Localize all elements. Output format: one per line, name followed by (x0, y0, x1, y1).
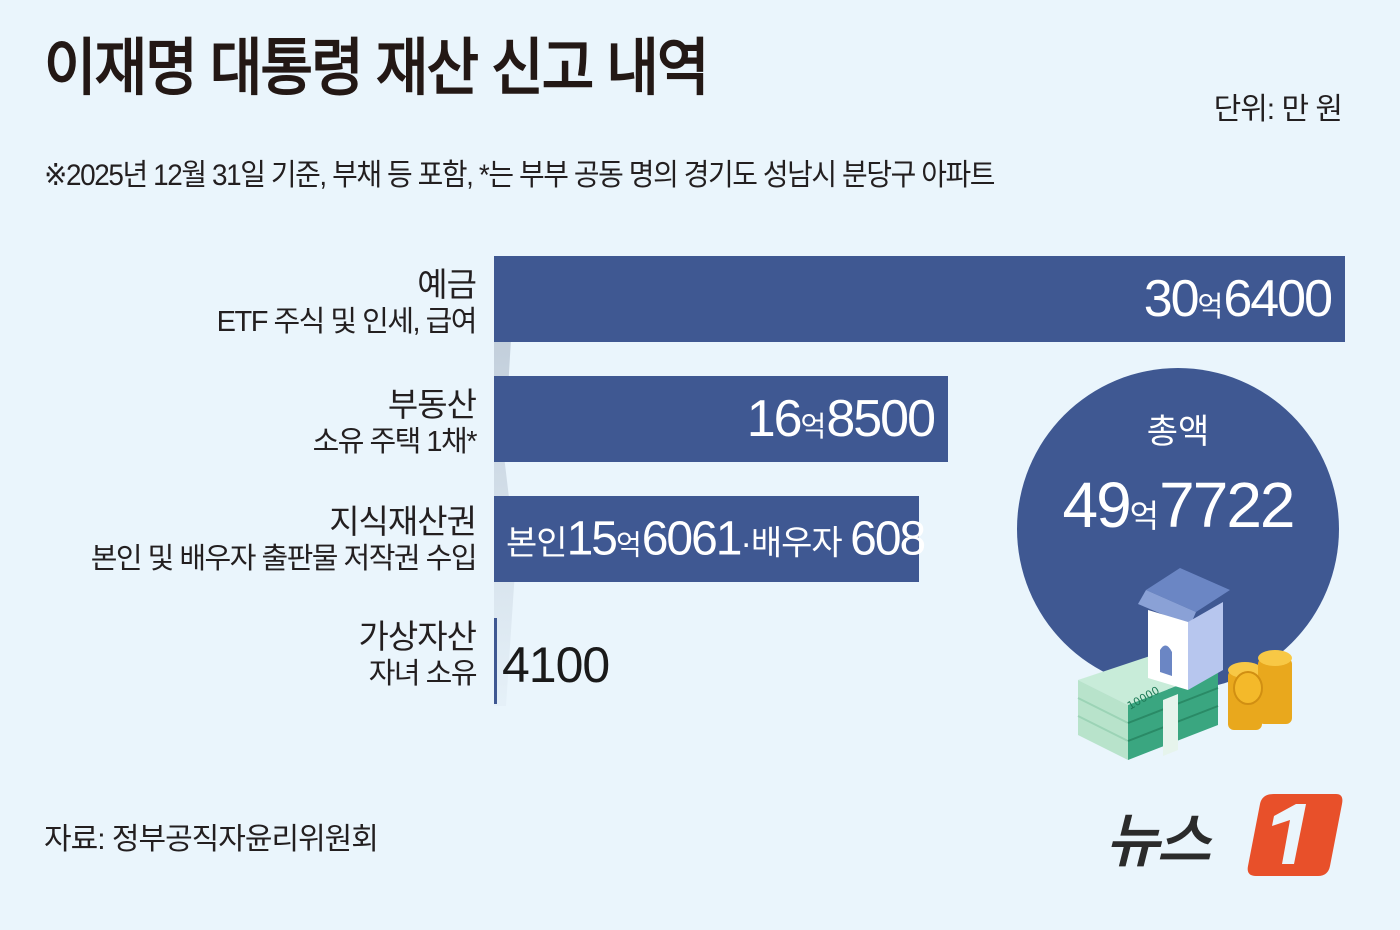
category-label: 부동산 (387, 386, 477, 423)
page-title: 이재명 대통령 재산 신고 내역 (44, 34, 710, 103)
bar-value: 30억6400 (1143, 270, 1333, 328)
row-label-crypto: 가상자산 자녀 소유 (358, 618, 478, 691)
bar-value: 4100 (502, 637, 610, 693)
house-money-icon: 10000 (1077, 568, 1292, 760)
bar-value: 본인15억6061·배우자 608 (506, 512, 926, 566)
category-label: 예금 (417, 266, 477, 303)
bar-value: 16억8500 (746, 390, 936, 448)
logo-mark-icon (1247, 794, 1343, 876)
category-label: 지식재산권 (329, 503, 477, 540)
source-note: 자료: 정부공직자윤리위원회 (44, 823, 379, 856)
total-label: 총액 (1146, 413, 1210, 451)
bar-shadow-wedge (494, 256, 516, 706)
logo-text: 뉴스 (1106, 809, 1211, 874)
news1-logo: 뉴스 (1106, 790, 1346, 880)
subtitle-note: ※2025년 12월 31일 기준, 부채 등 포함, *는 부부 공동 명의 … (44, 159, 995, 192)
category-sublabel: ETF 주식 및 인세, 급여 (216, 305, 478, 338)
bar-real-estate: 16억8500 (494, 376, 948, 462)
row-label-real-estate: 부동산 소유 주택 1채* (312, 386, 478, 459)
unit-label: 단위: 만 원 (1213, 93, 1343, 126)
total-value: 49억7722 (1062, 469, 1295, 541)
bar-crypto (494, 618, 497, 704)
bar-deposits: 30억6400 (494, 256, 1345, 342)
bar-intellectual-property: 본인15억6061·배우자 608 (494, 496, 926, 582)
category-sublabel: 소유 주택 1채* (312, 425, 478, 458)
row-label-deposits: 예금 ETF 주식 및 인세, 급여 (216, 266, 478, 339)
category-sublabel: 자녀 소유 (368, 657, 478, 690)
row-label-intellectual-property: 지식재산권 본인 및 배우자 출판물 저작권 수입 (90, 503, 478, 576)
category-sublabel: 본인 및 배우자 출판물 저작권 수입 (90, 542, 478, 575)
category-label: 가상자산 (358, 618, 477, 655)
